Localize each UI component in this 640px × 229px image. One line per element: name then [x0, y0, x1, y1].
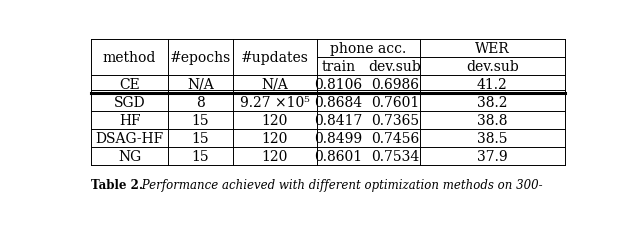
- Text: CE: CE: [119, 78, 140, 92]
- Text: 0.7456: 0.7456: [371, 131, 419, 145]
- Text: N/A: N/A: [187, 78, 214, 92]
- Text: 0.8106: 0.8106: [315, 78, 363, 92]
- Text: DSAG-HF: DSAG-HF: [95, 131, 164, 145]
- Text: 0.8417: 0.8417: [314, 113, 363, 127]
- Text: 0.8499: 0.8499: [315, 131, 363, 145]
- Text: 0.7534: 0.7534: [371, 149, 419, 163]
- Text: 0.7601: 0.7601: [371, 95, 419, 109]
- Text: Table 2.: Table 2.: [91, 179, 143, 191]
- Text: 38.5: 38.5: [477, 131, 508, 145]
- Text: 0.6986: 0.6986: [371, 78, 419, 92]
- Text: 120: 120: [262, 149, 288, 163]
- Text: 120: 120: [262, 131, 288, 145]
- Text: 15: 15: [192, 113, 209, 127]
- Text: 15: 15: [192, 149, 209, 163]
- Text: 9.27 ×10⁵: 9.27 ×10⁵: [240, 95, 310, 109]
- Text: #epochs: #epochs: [170, 51, 231, 65]
- Text: WER: WER: [475, 42, 510, 56]
- Text: 41.2: 41.2: [477, 78, 508, 92]
- Text: Performance achieved with different optimization methods on 300-: Performance achieved with different opti…: [138, 179, 543, 191]
- Text: phone acc.: phone acc.: [330, 42, 406, 56]
- Text: dev.sub: dev.sub: [369, 60, 422, 74]
- Text: 37.9: 37.9: [477, 149, 508, 163]
- Text: 0.7365: 0.7365: [371, 113, 419, 127]
- Text: dev.sub: dev.sub: [466, 60, 519, 74]
- Text: #updates: #updates: [241, 51, 309, 65]
- Text: 15: 15: [192, 131, 209, 145]
- Text: NG: NG: [118, 149, 141, 163]
- Text: 38.2: 38.2: [477, 95, 508, 109]
- Text: method: method: [103, 51, 156, 65]
- Text: train: train: [321, 60, 356, 74]
- Text: HF: HF: [119, 113, 140, 127]
- Text: 8: 8: [196, 95, 205, 109]
- Text: N/A: N/A: [262, 78, 288, 92]
- Text: SGD: SGD: [114, 95, 145, 109]
- Text: 0.8684: 0.8684: [315, 95, 363, 109]
- Text: 0.8601: 0.8601: [315, 149, 363, 163]
- Text: 120: 120: [262, 113, 288, 127]
- Text: 38.8: 38.8: [477, 113, 508, 127]
